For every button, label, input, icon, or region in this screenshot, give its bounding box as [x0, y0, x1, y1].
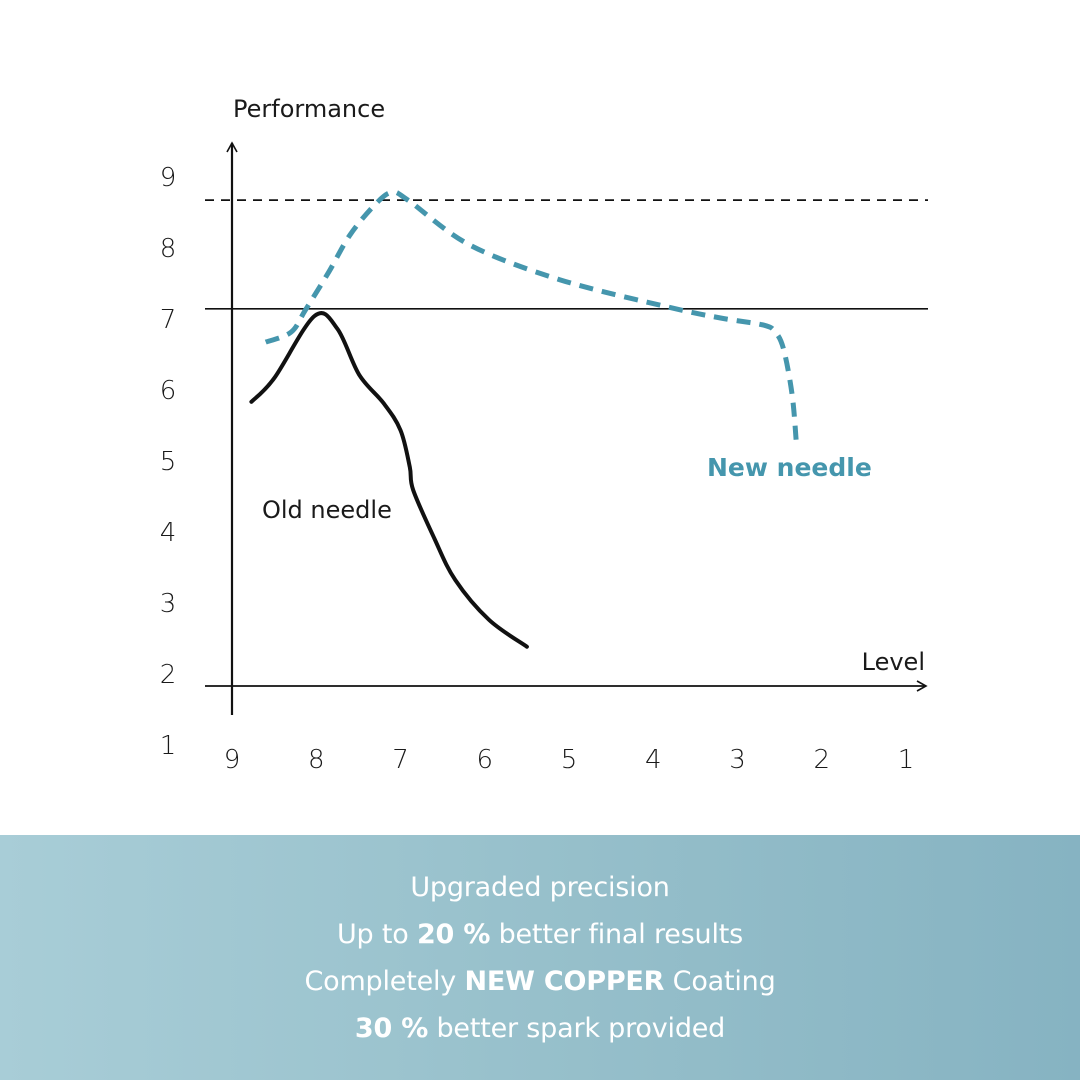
legend-new-needle: New needle: [707, 453, 872, 482]
feature-line-spark: 30 % better spark provided: [355, 1005, 725, 1052]
y-tick-label: 8: [160, 234, 177, 264]
reference-lines: [205, 199, 928, 310]
y-tick-label: 7: [160, 305, 177, 335]
feature-text-pre: Completely: [304, 965, 465, 997]
feature-highlight: NEW COPPER: [464, 965, 665, 997]
x-tick-label: 5: [561, 745, 578, 775]
x-tick-label: 4: [645, 745, 662, 775]
x-tick-labels: 9 8 7 6 5 4 3 2 1: [224, 745, 915, 775]
y-tick-label: 4: [160, 518, 177, 548]
feature-highlight: 20 %: [416, 918, 491, 950]
x-tick-label: 6: [476, 745, 493, 775]
feature-highlight: 30 %: [354, 1012, 429, 1044]
x-tick-label: 8: [308, 745, 325, 775]
y-axis-label: Performance: [233, 95, 385, 123]
features-banner: Upgraded precision Up to 20 % better fin…: [0, 835, 1080, 1080]
legend-old-needle: Old needle: [262, 496, 392, 524]
x-axis-label: Level: [862, 648, 925, 676]
x-tick-label: 7: [392, 745, 409, 775]
x-tick-label: 2: [813, 745, 830, 775]
feature-text-post: Coating: [664, 965, 776, 997]
x-tick-label: 3: [729, 745, 746, 775]
series-line-new-needle: [264, 189, 799, 446]
y-tick-label: 5: [160, 447, 177, 477]
feature-text-post: better final results: [490, 918, 744, 950]
y-tick-labels: 9 8 7 6 5 4 3 2 1: [160, 163, 177, 761]
axes: [205, 141, 928, 715]
feature-line-precision: Upgraded precision: [410, 864, 670, 911]
y-tick-label: 6: [160, 376, 177, 406]
feature-line-coating: Completely NEW COPPER Coating: [304, 958, 775, 1005]
x-tick-label: 9: [224, 745, 241, 775]
y-tick-label: 9: [160, 163, 177, 193]
y-tick-label: 1: [160, 731, 177, 761]
feature-line-results: Up to 20 % better final results: [337, 911, 743, 958]
series-line-old-needle: [249, 311, 529, 649]
series-lines: [249, 189, 799, 649]
x-tick-label: 1: [898, 745, 915, 775]
feature-text-post: better spark provided: [428, 1012, 726, 1044]
y-tick-label: 2: [160, 660, 177, 690]
feature-text-pre: Up to: [336, 918, 417, 950]
y-tick-label: 3: [160, 589, 177, 619]
feature-text: Upgraded precision: [410, 871, 670, 903]
performance-chart: 9 8 7 6 5 4 3 2 1 9 8 7 6 5 4 3 2 1 Performance Level Ol…: [160, 95, 928, 775]
